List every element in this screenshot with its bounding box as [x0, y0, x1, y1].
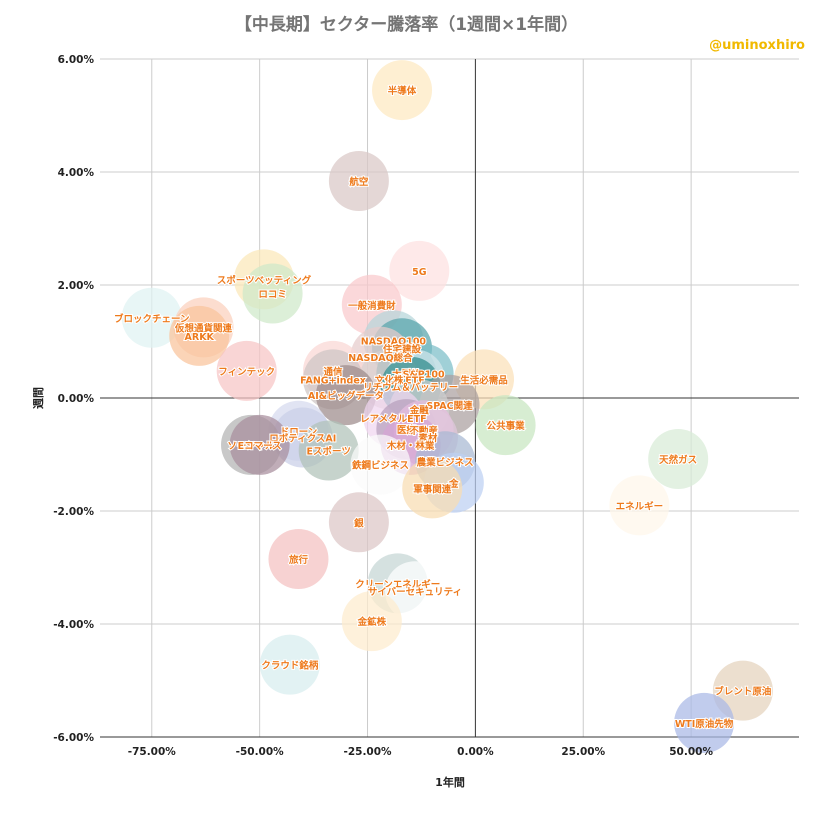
point-label: 住宅建設	[383, 343, 422, 355]
point-label: 仮想通貨関連	[174, 322, 233, 334]
bubble-point	[384, 561, 445, 622]
x-tick-label: -75.00%	[128, 746, 177, 758]
y-tick-label: 0.00%	[58, 393, 95, 405]
point-label: 旅行	[289, 554, 309, 566]
point-label: 鉄鋼ビジネス	[352, 460, 409, 472]
point-label: 金	[448, 478, 459, 490]
point-label: 天然ガス	[659, 454, 697, 466]
x-tick-label: 0.00%	[457, 746, 494, 758]
point-label: 文化株	[374, 374, 404, 386]
point-label: FANG+index	[300, 375, 366, 386]
y-tick-label: -2.00%	[53, 506, 94, 518]
point-labels: 半導体航空5Gスポーツベッティングロコミ一般消費財ブロックチェーン仮想通貨関連A…	[113, 84, 772, 731]
point-label: ETF	[405, 375, 424, 386]
point-label: 医療	[397, 424, 417, 436]
y-tick-label: -6.00%	[53, 732, 94, 744]
y-tick-label: 6.00%	[58, 54, 95, 66]
point-label: フィンテック	[218, 367, 275, 378]
point-label: 大型株	[392, 369, 421, 381]
x-tick-label: 25.00%	[561, 746, 605, 758]
point-label: ブレント原油	[714, 686, 771, 698]
author-credit: @uminoxhiro	[709, 38, 805, 53]
bubble-point	[169, 305, 230, 366]
y-tick-label: 2.00%	[58, 280, 95, 292]
bubble-point	[402, 458, 463, 519]
bubble-point	[475, 395, 536, 456]
point-label: ブロックチェーン	[114, 313, 190, 325]
point-label: AI&ビッグデータ	[308, 390, 384, 402]
point-label: WTI原油先物	[675, 718, 734, 730]
bubble-point	[242, 263, 303, 324]
bubble-point	[121, 287, 182, 348]
point-label: クラウド銘柄	[261, 660, 319, 672]
point-label: 不動産	[409, 425, 438, 437]
point-label: 生活必需品	[460, 374, 508, 386]
tick-labels: -75.00% -50.00% -25.00% 0.00% 25.00% 50.00% 6.…	[53, 54, 713, 758]
point-label: ソーシャル	[227, 441, 275, 452]
point-label: ロコミ	[258, 289, 287, 300]
bubble-point	[372, 60, 433, 121]
bubble-point	[389, 240, 450, 301]
point-label: 金融	[409, 404, 430, 416]
y-tick-label: 4.00%	[58, 167, 95, 179]
bubble-point	[328, 151, 389, 212]
bubble-point	[229, 414, 290, 475]
point-label: 軍事関連	[413, 483, 452, 495]
point-label: 5G	[412, 267, 427, 278]
point-label: スポーツベッティング	[217, 274, 312, 286]
point-label: 銀	[354, 517, 364, 529]
point-label: Eコマース	[238, 441, 282, 452]
point-label: NASDAQ100	[361, 336, 427, 347]
point-label: S&P100	[403, 370, 445, 381]
bubble-point	[216, 340, 277, 401]
point-label: SPAC関連	[426, 400, 473, 412]
bubble-point	[350, 434, 411, 495]
bubble-point	[648, 429, 709, 490]
bubbles	[121, 60, 773, 753]
point-label: ARKK	[185, 332, 215, 343]
y-tick-label: -4.00%	[53, 619, 94, 631]
point-label: 金鉱株	[357, 616, 387, 628]
point-label: 半導体	[388, 85, 417, 97]
point-label: 農業ビジネス	[417, 456, 474, 468]
point-label: リチウム＆バッテリー	[363, 382, 458, 394]
point-label: NASDAQ総合	[348, 352, 413, 364]
x-tick-label: -25.00%	[343, 746, 392, 758]
chart-title: 【中長期】セクター騰落率（1週間×1年間）	[234, 15, 579, 35]
point-label: エネルギー	[616, 500, 664, 512]
bubble-point	[259, 634, 320, 695]
y-axis-label: 週間	[32, 387, 45, 409]
point-label: Eスポーツ	[307, 446, 351, 458]
point-label: 木材・林業	[386, 440, 435, 452]
bubble-point	[328, 492, 389, 553]
x-axis-label: 1年間	[435, 776, 465, 789]
bubble-point	[609, 475, 670, 536]
point-label: 素材	[417, 433, 438, 445]
bubble-point	[341, 591, 402, 652]
bubble-point	[298, 420, 359, 481]
x-tick-label: 50.00%	[669, 746, 713, 758]
point-label: 通信	[323, 366, 343, 378]
point-label: ロボティクスAI	[269, 433, 336, 445]
point-label: レアメタルETF	[360, 413, 426, 425]
point-label: 航空	[349, 176, 369, 188]
bubble-point	[315, 365, 376, 426]
point-label: クリーンエネルギー	[355, 578, 440, 590]
x-tick-label: -50.00%	[236, 746, 285, 758]
point-label: サイバーセキュリティ	[368, 586, 462, 598]
bubble-point	[268, 529, 329, 590]
bubble-point	[674, 692, 735, 753]
point-label: 公共事業	[487, 420, 526, 432]
point-label: ドローン	[280, 427, 318, 438]
point-label: 一般消費財	[348, 300, 396, 312]
